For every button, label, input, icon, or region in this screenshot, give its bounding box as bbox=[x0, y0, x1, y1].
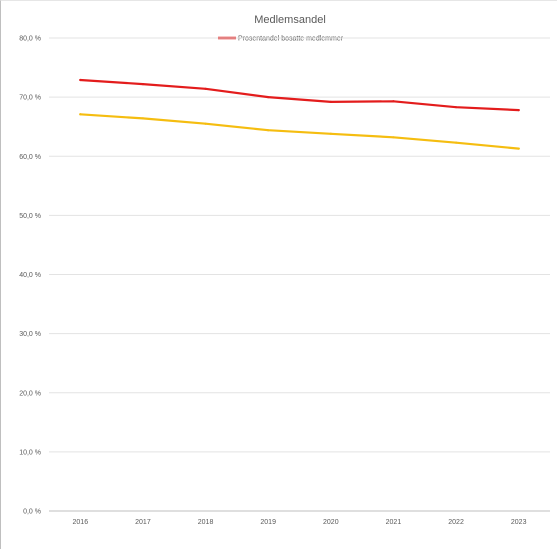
x-tick-label: 2017 bbox=[135, 519, 151, 526]
x-axis-ticks: 2016 2017 2018 2019 2020 2021 2022 2023 bbox=[73, 519, 527, 526]
y-tick-label: 30,0 % bbox=[19, 331, 41, 338]
gridlines bbox=[49, 37, 550, 512]
data-point bbox=[392, 100, 395, 103]
data-point bbox=[329, 132, 332, 135]
series-line-0 bbox=[79, 78, 520, 112]
data-point bbox=[392, 136, 395, 139]
data-point bbox=[204, 122, 207, 125]
series-lines bbox=[79, 78, 520, 150]
y-tick-label: 0,0 % bbox=[23, 509, 41, 516]
y-tick-label: 20,0 % bbox=[19, 390, 41, 397]
data-point bbox=[141, 83, 145, 86]
legend-label: Prosentandel bosatte medlemmer bbox=[238, 36, 344, 43]
data-point bbox=[454, 106, 458, 109]
y-tick-label: 50,0 % bbox=[19, 213, 41, 220]
series-line-1 bbox=[79, 113, 520, 150]
data-point bbox=[329, 100, 332, 103]
x-tick-label: 2022 bbox=[448, 519, 464, 526]
data-point bbox=[204, 87, 207, 90]
data-point bbox=[517, 109, 520, 112]
y-tick-label: 80,0 % bbox=[19, 36, 41, 43]
y-tick-label: 40,0 % bbox=[19, 272, 41, 279]
data-point bbox=[517, 147, 520, 150]
data-point bbox=[79, 113, 82, 116]
data-point bbox=[267, 129, 270, 132]
data-point bbox=[267, 96, 270, 99]
chart-title: Medlemsandel bbox=[254, 14, 326, 26]
data-point bbox=[141, 117, 145, 120]
y-tick-label: 70,0 % bbox=[19, 95, 41, 102]
y-tick-label: 10,0 % bbox=[19, 449, 41, 456]
legend: Prosentandel bosatte medlemmer bbox=[218, 36, 344, 43]
x-tick-label: 2016 bbox=[73, 519, 89, 526]
x-tick-label: 2019 bbox=[260, 519, 276, 526]
x-tick-label: 2023 bbox=[511, 519, 527, 526]
x-tick-label: 2018 bbox=[198, 519, 214, 526]
data-point bbox=[79, 78, 82, 82]
y-tick-label: 60,0 % bbox=[19, 154, 41, 161]
data-point bbox=[454, 141, 458, 144]
y-axis-ticks: 0,0 % 10,0 % 20,0 % 30,0 % 40,0 % 50,0 % 60,0 … bbox=[19, 36, 41, 516]
x-tick-label: 2020 bbox=[323, 519, 339, 526]
x-tick-label: 2021 bbox=[386, 519, 402, 526]
